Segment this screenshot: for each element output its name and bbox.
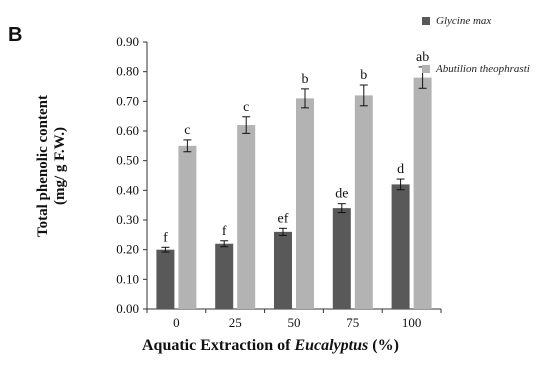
bar-abutilion — [413, 77, 432, 309]
bar-glycine — [391, 184, 410, 309]
x-tick-label: 0 — [173, 315, 180, 330]
bar-glycine — [156, 249, 175, 309]
y-tick-label: 0.40 — [116, 182, 139, 197]
significance-label: b — [360, 68, 367, 83]
y-tick-label: 0.50 — [116, 153, 139, 168]
y-tick-label: 0.90 — [116, 34, 139, 49]
significance-label: b — [302, 72, 309, 87]
legend-swatch-glycine — [422, 17, 430, 25]
bar-abutilion — [178, 145, 197, 309]
y-tick-label: 0.60 — [116, 123, 139, 138]
y-tick-label: 0.30 — [116, 212, 139, 227]
bar-glycine — [215, 243, 234, 309]
x-tick-label: 100 — [402, 315, 422, 330]
significance-label: d — [397, 162, 404, 177]
y-tick-label: 0.10 — [116, 271, 139, 286]
significance-label: c — [184, 123, 190, 138]
significance-label: f — [163, 230, 168, 245]
x-axis-label-italic: Eucalyptus — [294, 337, 369, 354]
x-axis-label-prefix: Aquatic Extraction of — [142, 337, 291, 354]
bar-glycine — [274, 231, 292, 309]
y-tick-label: 0.70 — [116, 93, 139, 108]
bar-abutilion — [354, 95, 373, 310]
bar-abutilion — [296, 98, 314, 309]
significance-label: f — [222, 224, 227, 239]
x-axis-label: Aquatic Extraction of Eucalyptus (%) — [142, 337, 399, 355]
legend-label-abutilion: Abutilion theophrasti — [436, 63, 530, 75]
legend-label-glycine: Glycine max — [436, 15, 492, 27]
significance-label: c — [243, 100, 249, 115]
significance-label: ab — [416, 50, 429, 65]
significance-label: de — [335, 187, 348, 202]
significance-label: ef — [278, 211, 289, 226]
y-tick-label: 0.20 — [116, 242, 139, 257]
x-tick-label: 50 — [288, 315, 301, 330]
legend-swatch-abutilion — [422, 65, 430, 73]
x-tick-label: 75 — [346, 315, 359, 330]
x-tick-label: 25 — [229, 315, 242, 330]
bar-glycine — [332, 208, 351, 309]
y-tick-label: 0.00 — [116, 301, 139, 316]
y-tick-label: 0.80 — [116, 64, 139, 79]
bar-abutilion — [237, 125, 256, 309]
panel-label: B — [8, 24, 23, 46]
x-axis-label-suffix: (%) — [372, 337, 399, 354]
